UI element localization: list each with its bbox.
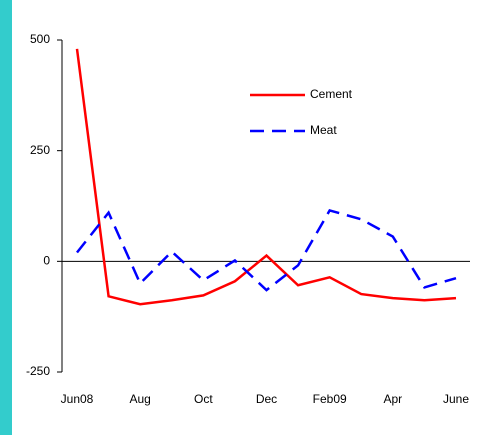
x-tick-label: Dec [256,392,277,406]
x-tick-label: Feb09 [313,392,347,406]
y-tick-label: 0 [43,254,50,268]
series-line [75,48,457,306]
legend-label: Meat [310,123,337,137]
series-line [76,208,457,292]
x-tick-label: Apr [383,392,402,406]
y-tick-label: 500 [30,32,50,46]
y-tick-label: 250 [30,143,50,157]
x-tick-label: June [443,392,469,406]
side-strip [0,0,12,435]
legend-label: Cement [310,87,353,101]
x-tick-label: Jun08 [61,392,94,406]
y-tick-label: -250 [26,364,50,378]
x-tick-label: Aug [129,392,150,406]
x-tick-label: Oct [194,392,213,406]
